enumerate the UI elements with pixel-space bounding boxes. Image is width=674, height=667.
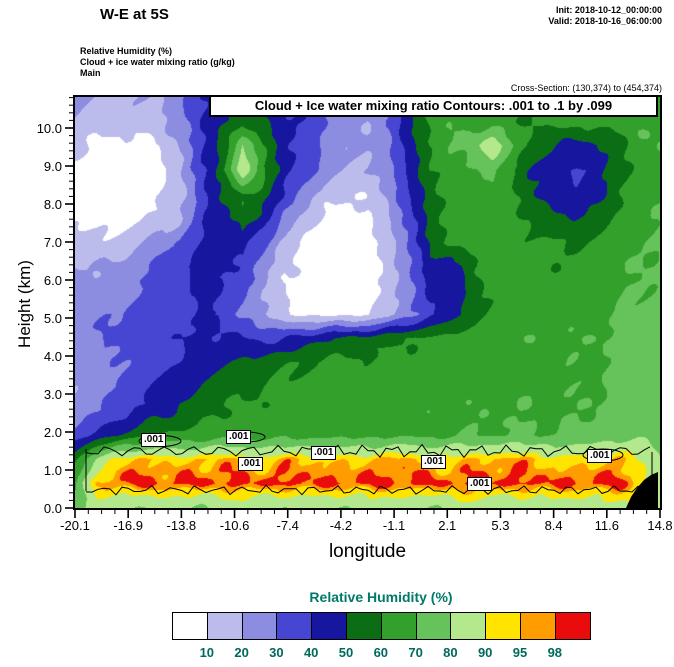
colorbar-tick-label: 98 — [547, 645, 563, 660]
x-tick-label: -7.4 — [276, 518, 299, 533]
colorbar — [172, 612, 591, 640]
contour-value-label: .001 — [226, 430, 252, 444]
y-tick-label: 9.0 — [43, 159, 62, 174]
field-list: Relative Humidity (%) Cloud + ice water … — [80, 46, 235, 79]
colorbar-cell — [416, 613, 452, 639]
colorbar-tick-label: 95 — [512, 645, 528, 660]
colorbar-cell — [381, 613, 417, 639]
field-domain: Main — [80, 68, 101, 78]
colorbar-cell — [346, 613, 382, 639]
colorbar-cell — [451, 613, 487, 639]
page-title: W-E at 5S — [100, 6, 169, 23]
plot-area — [73, 95, 662, 510]
y-tick-label: 1.0 — [43, 463, 62, 478]
colorbar-cell — [555, 613, 590, 639]
contour-info-box: Cloud + Ice water mixing ratio Contours:… — [209, 95, 658, 117]
y-tick-label: 8.0 — [43, 197, 62, 212]
y-tick-label: 5.0 — [43, 311, 62, 326]
colorbar-tick-label: 10 — [199, 645, 215, 660]
colorbar-title: Relative Humidity (%) — [309, 589, 453, 605]
colorbar-tick-label: 80 — [443, 645, 458, 660]
contour-value-label: .001 — [141, 433, 167, 447]
field-cloud-ice-ratio: Cloud + ice water mixing ratio (g/kg) — [80, 57, 235, 67]
colorbar-cell — [207, 613, 243, 639]
colorbar-cell — [486, 613, 521, 639]
contour-value-label: .001 — [311, 446, 337, 460]
x-tick-label: 11.6 — [594, 518, 619, 533]
colorbar-tick-label: 70 — [408, 645, 423, 660]
colorbar-cell — [520, 613, 556, 639]
y-tick-label: 4.0 — [43, 349, 62, 364]
x-tick-label: 8.4 — [544, 518, 563, 533]
colorbar-tick-label: 40 — [303, 645, 319, 660]
x-tick-label: -10.6 — [219, 518, 250, 533]
colorbar-cell — [242, 613, 278, 639]
x-tick-label: -4.2 — [329, 518, 353, 533]
colorbar-tick-label: 30 — [269, 645, 284, 660]
x-tick-label: -1.1 — [382, 518, 406, 533]
field-relative-humidity: Relative Humidity (%) — [80, 46, 173, 56]
colorbar-tick-label: 20 — [234, 645, 249, 660]
y-tick-label: 2.0 — [43, 425, 62, 440]
colorbar-tick-label: 60 — [373, 645, 389, 660]
y-tick-label: 10.0 — [36, 121, 62, 136]
cross-section-info: Cross-Section: (130,374) to (454,374) — [510, 83, 662, 93]
x-tick-label: -20.1 — [60, 518, 90, 533]
x-tick-label: 2.1 — [438, 518, 457, 533]
colorbar-cell — [312, 613, 347, 639]
valid-time: Valid: 2018-10-16_06:00:00 — [548, 16, 662, 26]
y-tick-label: 0.0 — [43, 501, 62, 516]
init-time: Init: 2018-10-12_00:00:00 — [555, 5, 662, 15]
x-tick-label: 5.3 — [491, 518, 510, 533]
contour-value-label: .001 — [467, 477, 493, 491]
x-tick-label: -13.8 — [166, 518, 197, 533]
colorbar-cell — [173, 613, 208, 639]
colorbar-tick-label: 50 — [338, 645, 354, 660]
y-tick-label: 7.0 — [43, 235, 62, 250]
x-axis-title: longitude — [328, 541, 407, 562]
contour-value-label: .001 — [421, 455, 447, 469]
colorbar-tick-label: 90 — [477, 645, 493, 660]
x-tick-label: -16.9 — [113, 518, 143, 533]
colorbar-cell — [277, 613, 313, 639]
y-tick-label: 3.0 — [43, 387, 62, 402]
contour-value-label: .001 — [587, 449, 613, 463]
x-tick-label: 14.8 — [647, 518, 673, 533]
contour-value-label: .001 — [238, 457, 264, 471]
y-axis-title: Height (km) — [15, 260, 34, 348]
y-tick-label: 6.0 — [43, 273, 62, 288]
run-times: Init: 2018-10-12_00:00:00 Valid: 2018-10… — [548, 5, 662, 27]
